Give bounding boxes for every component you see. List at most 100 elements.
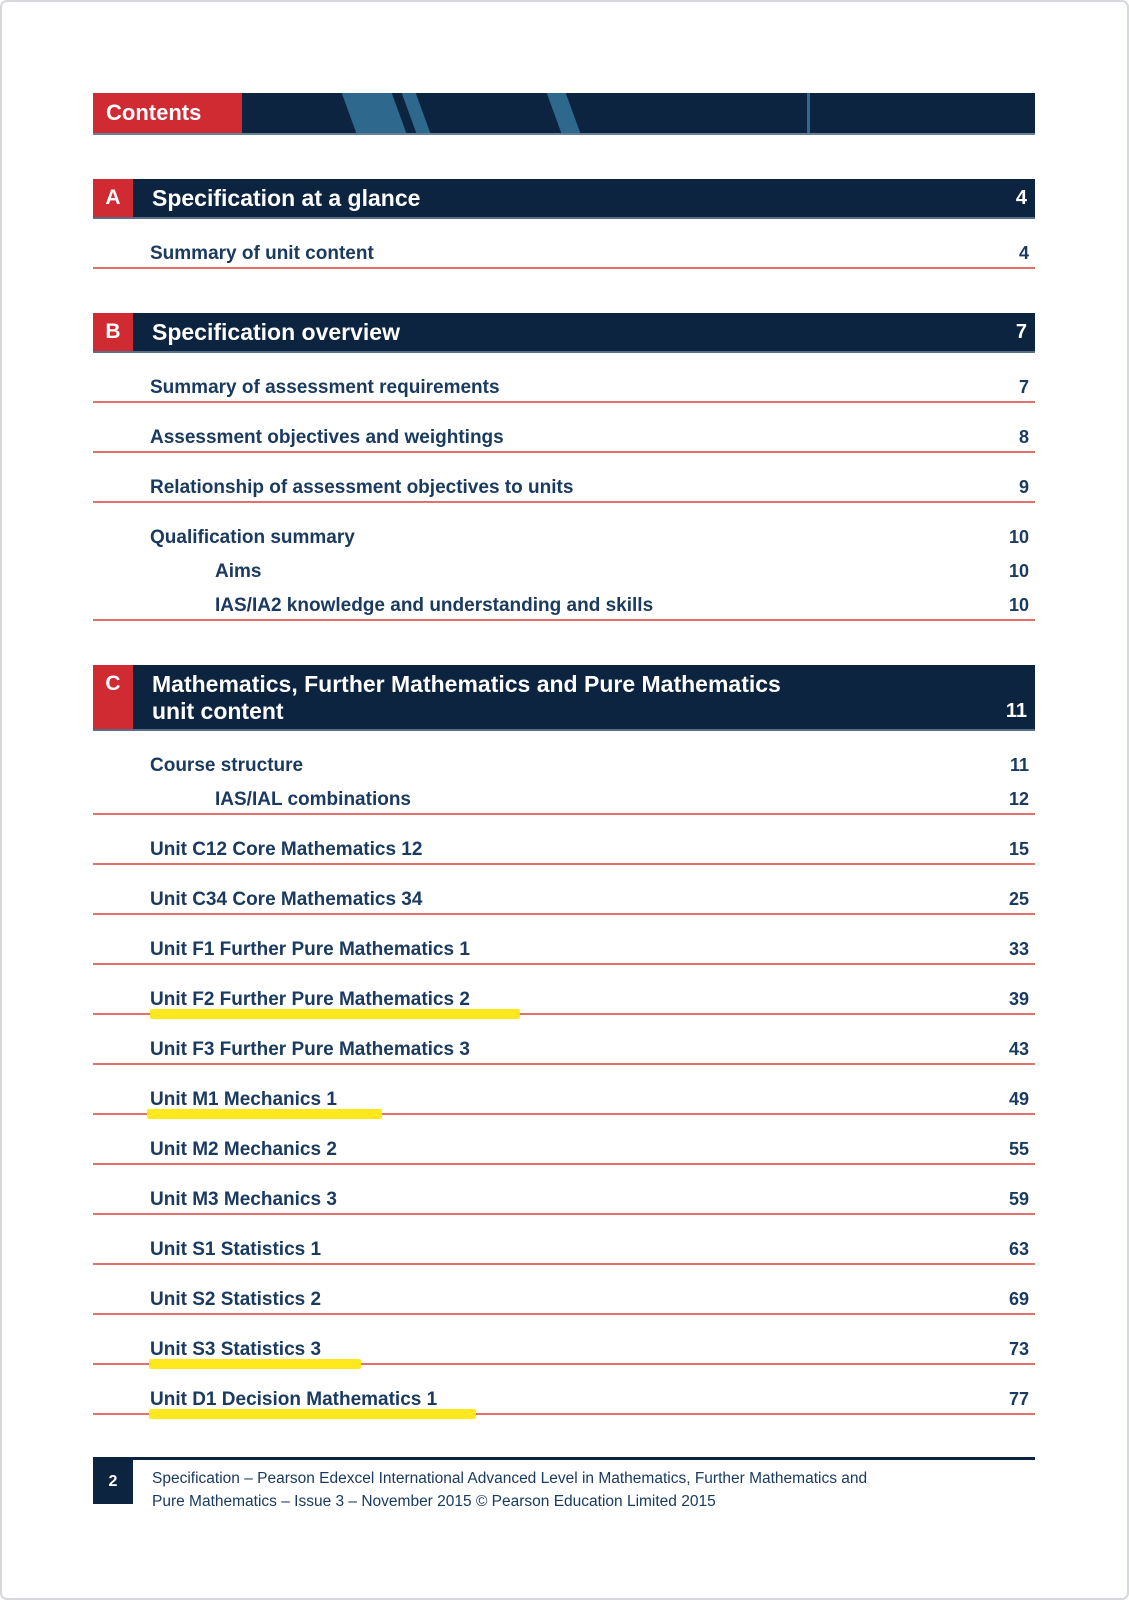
page-footer: 2 Specification – Pearson Edexcel Intern…: [93, 1457, 1035, 1513]
contents-header-bar: Contents: [93, 93, 1035, 135]
section-title: Specification at a glance: [133, 179, 1016, 217]
toc-group: Unit S2 Statistics 2 69: [93, 1265, 1035, 1315]
toc-entry-label: IAS/IA2 knowledge and understanding and …: [215, 595, 654, 616]
toc-entry-page: 12: [1008, 789, 1029, 809]
section-page-number: 11: [1005, 700, 1027, 722]
toc-entry-page: 77: [1008, 1389, 1029, 1409]
toc-group: Unit M3 Mechanics 3 59: [93, 1165, 1035, 1215]
toc-entry[interactable]: Course structure 11: [93, 753, 1035, 778]
toc-entry-page: 15: [1008, 839, 1029, 859]
toc-entry[interactable]: Unit C12 Core Mathematics 12 15: [93, 837, 1035, 862]
toc-entry[interactable]: Assessment objectives and weightings 8: [93, 425, 1035, 450]
vertical-stripe: [807, 93, 810, 133]
toc-entry-label: Unit S3 Statistics 3: [150, 1339, 322, 1360]
toc-entry-page: 10: [1008, 561, 1029, 581]
toc-entry-label: Unit S1 Statistics 1: [150, 1239, 322, 1260]
toc-entry-page: 33: [1008, 939, 1029, 959]
toc-entry-page: 73: [1008, 1339, 1029, 1359]
toc-entry-label: Aims: [215, 561, 262, 582]
toc-entry-page: 25: [1008, 889, 1029, 909]
toc-group: Unit S3 Statistics 3 73: [93, 1315, 1035, 1369]
contents-title: Contents: [93, 93, 242, 133]
toc-entry[interactable]: Aims 10: [93, 559, 1035, 584]
section-letter-badge: B: [93, 313, 133, 351]
toc-entry-label: Unit S2 Statistics 2: [150, 1289, 322, 1310]
toc-entry-label: Course structure: [150, 755, 304, 776]
section-bar-c[interactable]: C Mathematics, Further Mathematics and Pu…: [93, 665, 1035, 731]
toc-group: Unit S1 Statistics 1 63: [93, 1215, 1035, 1265]
section-title: Mathematics, Further Mathematics and Pur…: [133, 665, 1006, 729]
diagonal-stripe: [401, 93, 431, 133]
toc-entry-page: 43: [1008, 1039, 1029, 1059]
toc-group: Relationship of assessment objectives to…: [93, 453, 1035, 503]
toc-entry[interactable]: Unit M1 Mechanics 1 49: [93, 1087, 1035, 1112]
toc-entry[interactable]: Unit F2 Further Pure Mathematics 2 39: [93, 987, 1035, 1012]
toc-group: Assessment objectives and weightings 8: [93, 403, 1035, 453]
section-bar-a[interactable]: A Specification at a glance 4: [93, 179, 1035, 219]
toc-entry-label: Qualification summary: [150, 527, 355, 548]
header-decor: [93, 93, 1035, 133]
toc-entry-page: 10: [1008, 595, 1029, 615]
section-title-line: Mathematics, Further Mathematics and Pur…: [152, 671, 781, 697]
toc-entry[interactable]: Unit S1 Statistics 1 63: [93, 1237, 1035, 1262]
toc-entry-label: Unit F1 Further Pure Mathematics 1: [150, 939, 470, 960]
toc-entry-label: Unit C12 Core Mathematics 12: [150, 839, 423, 860]
toc-entry[interactable]: Summary of unit content 4: [93, 241, 1035, 266]
toc-entry[interactable]: Relationship of assessment objectives to…: [93, 475, 1035, 500]
toc-group: Unit F1 Further Pure Mathematics 1 33: [93, 915, 1035, 965]
toc-entry[interactable]: Unit F1 Further Pure Mathematics 1 33: [93, 937, 1035, 962]
section-title-line: Specification at a glance: [152, 184, 421, 211]
toc-entry-label: Unit C34 Core Mathematics 34: [150, 889, 423, 910]
toc-group: Course structure 11 IAS/IAL combinations 12: [93, 731, 1035, 815]
toc-entry[interactable]: Unit C34 Core Mathematics 34 25: [93, 887, 1035, 912]
toc-entry-label: Unit F2 Further Pure Mathematics 2: [150, 989, 470, 1010]
toc-entry-page: 4: [1018, 243, 1029, 263]
toc-group: Unit D1 Decision Mathematics 1 77: [93, 1365, 1035, 1419]
section-page-number: 4: [1015, 186, 1027, 209]
toc-entry-label: Unit M1 Mechanics 1: [150, 1089, 337, 1110]
toc-entry[interactable]: Unit S3 Statistics 3 73: [93, 1337, 1035, 1362]
footer-text: Specification – Pearson Edexcel Internat…: [133, 1460, 867, 1513]
toc-entry-label: Relationship of assessment objectives to…: [150, 477, 574, 498]
diagonal-stripe: [341, 93, 407, 133]
toc-entry[interactable]: Unit M3 Mechanics 3 59: [93, 1187, 1035, 1212]
toc-entry[interactable]: Summary of assessment requirements 7: [93, 375, 1035, 400]
toc-entry-label: Unit M2 Mechanics 2: [150, 1139, 337, 1160]
toc-entry[interactable]: Unit F3 Further Pure Mathematics 3 43: [93, 1037, 1035, 1062]
toc-group: Unit C12 Core Mathematics 12 15: [93, 815, 1035, 865]
toc-group: Unit F3 Further Pure Mathematics 3 43: [93, 1015, 1035, 1065]
toc-entry-page: 49: [1008, 1089, 1029, 1109]
toc-entry[interactable]: Unit M2 Mechanics 2 55: [93, 1137, 1035, 1162]
toc-entry[interactable]: IAS/IAL combinations 12: [93, 787, 1035, 812]
section-bar-b[interactable]: B Specification overview 7: [93, 313, 1035, 353]
toc-entry-label: Summary of assessment requirements: [150, 377, 500, 398]
toc-entry-page: 63: [1008, 1239, 1029, 1259]
toc-entry-label: IAS/IAL combinations: [215, 789, 412, 810]
toc-sections: A Specification at a glance 4 Summary of un…: [93, 179, 1035, 1419]
section-title: Specification overview: [133, 313, 1016, 351]
section-title-line: unit content: [152, 698, 284, 724]
toc-entry-label: Unit D1 Decision Mathematics 1: [150, 1389, 438, 1410]
toc-entry-page: 11: [1009, 755, 1029, 775]
toc-entry-page: 9: [1018, 477, 1029, 497]
diagonal-stripe: [546, 93, 581, 133]
toc-group: Summary of assessment requirements 7: [93, 353, 1035, 403]
toc-group: Unit F2 Further Pure Mathematics 2 39: [93, 965, 1035, 1019]
section-title-line: Specification overview: [152, 318, 400, 345]
toc-entry-label: Assessment objectives and weightings: [150, 427, 504, 448]
toc-group: Unit M2 Mechanics 2 55: [93, 1115, 1035, 1165]
highlight-marker: [147, 1109, 382, 1119]
footer-text-line2: Pure Mathematics – Issue 3 – November 20…: [152, 1493, 716, 1510]
toc-entry[interactable]: Unit S2 Statistics 2 69: [93, 1287, 1035, 1312]
toc-group: Unit M1 Mechanics 1 49: [93, 1065, 1035, 1119]
toc-entry-label: Unit M3 Mechanics 3: [150, 1189, 337, 1210]
toc-entry[interactable]: Qualification summary 10: [93, 525, 1035, 550]
toc-entry[interactable]: Unit D1 Decision Mathematics 1 77: [93, 1387, 1035, 1412]
toc-entry[interactable]: IAS/IA2 knowledge and understanding and …: [93, 593, 1035, 618]
toc-entry-page: 59: [1008, 1189, 1029, 1209]
toc-entry-label: Unit F3 Further Pure Mathematics 3: [150, 1039, 470, 1060]
toc-entry-label: Summary of unit content: [150, 243, 374, 264]
highlight-marker: [150, 1009, 520, 1019]
footer-rule: [93, 1457, 1035, 1460]
